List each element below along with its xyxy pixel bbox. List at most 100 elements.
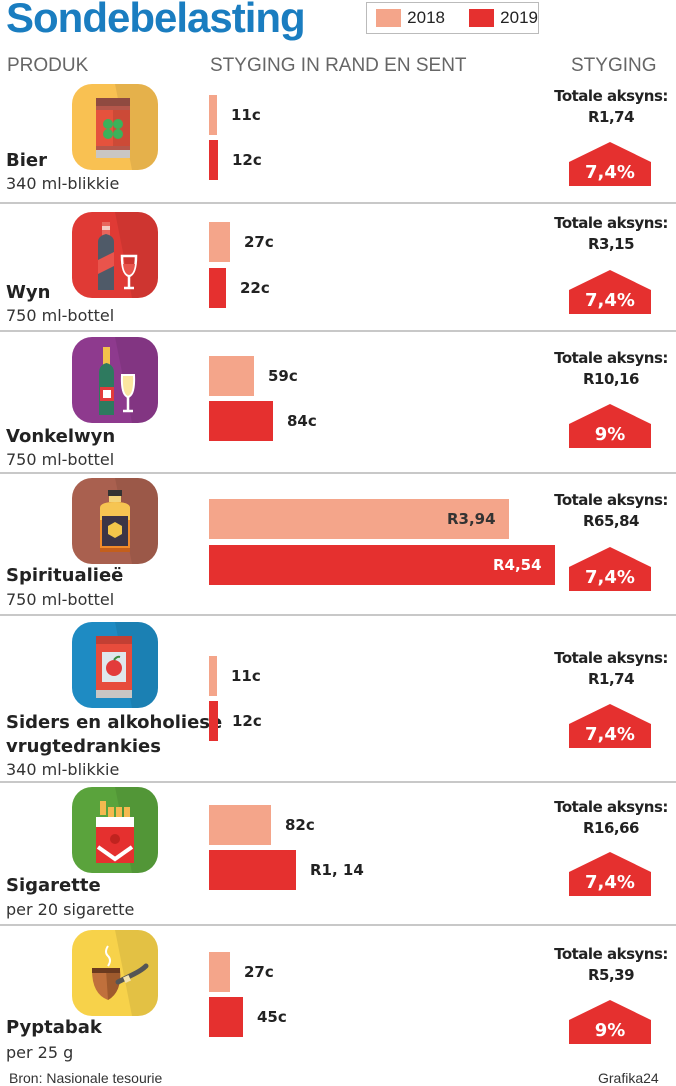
- pct-increase-badge: 9%: [569, 1000, 651, 1044]
- pct-increase-badge: 7,4%: [569, 852, 651, 896]
- pct-increase-badge: 7,4%: [569, 547, 651, 591]
- product-unit: 340 ml-blikkie: [6, 174, 120, 193]
- total-excise-label: Totale aksyns:: [554, 798, 668, 816]
- bar-label-2018: 11c: [231, 106, 261, 124]
- wine-bottle-icon: [72, 212, 158, 298]
- cigarette-pack-icon: [72, 787, 158, 873]
- bar-2019: [209, 268, 226, 308]
- bar-2018: [209, 805, 271, 845]
- up-arrow-house-icon: [569, 852, 651, 896]
- total-excise-label: Totale aksyns:: [554, 214, 668, 232]
- legend-swatch-2018: [376, 9, 402, 27]
- up-arrow-house-icon: [569, 270, 651, 314]
- bar-label-2018: 82c: [285, 816, 315, 834]
- tobacco-pipe-icon: [72, 930, 158, 1016]
- column-header-product: PRODUK: [7, 55, 89, 76]
- up-arrow-house-icon: [569, 704, 651, 748]
- pct-increase-value: 7,4%: [585, 872, 635, 893]
- bar-label-2019: R4,54: [493, 556, 542, 574]
- row-divider: [0, 924, 676, 926]
- pct-increase-value: 7,4%: [585, 162, 635, 183]
- total-excise-value: R3,15: [587, 235, 635, 253]
- product-name: Wyn: [6, 282, 51, 303]
- bar-label-2018: 27c: [244, 233, 274, 251]
- bar-label-2019: 84c: [287, 412, 317, 430]
- total-excise-label: Totale aksyns:: [554, 349, 668, 367]
- up-arrow-house-icon: [569, 142, 651, 186]
- bar-label-2019: 12c: [232, 712, 262, 730]
- row-divider: [0, 330, 676, 332]
- cider-can-icon: [72, 622, 158, 708]
- product-unit: per 20 sigarette: [6, 900, 135, 919]
- product-unit: 750 ml-bottel: [6, 306, 115, 325]
- pct-increase-badge: 9%: [569, 404, 651, 448]
- total-excise-label: Totale aksyns:: [554, 87, 668, 105]
- pct-increase-badge: 7,4%: [569, 704, 651, 748]
- bar-2018: [209, 95, 217, 135]
- legend-swatch-2019: [469, 9, 495, 27]
- bar-label-2018: 11c: [231, 667, 261, 685]
- bar-2019: [209, 997, 243, 1037]
- total-excise-label: Totale aksyns:: [554, 649, 668, 667]
- bar-label-2018: R3,94: [447, 510, 496, 528]
- bar-2018: [209, 656, 217, 696]
- pct-increase-badge: 7,4%: [569, 270, 651, 314]
- bar-2018: [209, 356, 254, 396]
- total-excise-label: Totale aksyns:: [554, 491, 668, 509]
- legend: 2018 2019: [366, 2, 539, 34]
- pct-increase-value: 7,4%: [585, 567, 635, 588]
- row-divider: [0, 614, 676, 616]
- product-unit: per 25 g: [6, 1043, 74, 1062]
- bar-2018: [209, 952, 230, 992]
- legend-label-2018: 2018: [407, 8, 445, 27]
- pct-increase-value: 9%: [594, 424, 626, 445]
- chart-title: Sondebelasting: [6, 0, 306, 41]
- bar-label-2019: 12c: [232, 151, 262, 169]
- product-name: Siders en alkoholiese: [6, 712, 223, 733]
- bar-2019: [209, 401, 273, 441]
- pct-increase-value: 7,4%: [585, 290, 635, 311]
- spirits-bottle-icon: [72, 478, 158, 564]
- product-name-line2: vrugtedrankies: [6, 736, 161, 757]
- product-unit: 750 ml-bottel: [6, 590, 115, 609]
- bar-label-2018: 59c: [268, 367, 298, 385]
- bar-2019: [209, 140, 218, 180]
- column-header-pct: STYGING: [571, 55, 657, 76]
- product-name: Spiritualieë: [6, 565, 124, 586]
- row-divider: [0, 202, 676, 204]
- column-header-increase: STYGING IN RAND EN SENT: [210, 55, 467, 76]
- product-name: Sigarette: [6, 875, 101, 896]
- bar-2019: [209, 545, 555, 585]
- bar-label-2019: 45c: [257, 1008, 287, 1026]
- pct-increase-value: 9%: [594, 1020, 626, 1041]
- bar-label-2018: 27c: [244, 963, 274, 981]
- total-excise-value: R1,74: [587, 108, 635, 126]
- pct-increase-value: 7,4%: [585, 724, 635, 745]
- sparkling-wine-icon: [72, 337, 158, 423]
- total-excise-value: R1,74: [587, 670, 635, 688]
- up-arrow-house-icon: [569, 404, 651, 448]
- bar-label-2019: 22c: [240, 279, 270, 297]
- product-name: Pyptabak: [6, 1017, 102, 1038]
- total-excise-value: R65,84: [583, 512, 640, 530]
- row-divider: [0, 781, 676, 783]
- up-arrow-house-icon: [569, 547, 651, 591]
- total-excise-value: R10,16: [583, 370, 640, 388]
- total-excise-label: Totale aksyns:: [554, 945, 668, 963]
- product-name: Bier: [6, 150, 47, 171]
- bar-2019: [209, 850, 296, 890]
- pct-increase-badge: 7,4%: [569, 142, 651, 186]
- row-divider: [0, 472, 676, 474]
- total-excise-value: R16,66: [583, 819, 640, 837]
- source-note: Bron: Nasionale tesourie: [9, 1070, 163, 1086]
- product-unit: 340 ml-blikkie: [6, 760, 120, 779]
- total-excise-value: R5,39: [587, 966, 635, 984]
- bar-2019: [209, 701, 218, 741]
- bar-2018: [209, 222, 230, 262]
- credit-note: Grafika24: [598, 1070, 659, 1086]
- bar-2018: [209, 499, 509, 539]
- product-unit: 750 ml-bottel: [6, 450, 115, 469]
- beer-can-icon: [72, 84, 158, 170]
- legend-label-2019: 2019: [500, 8, 538, 27]
- up-arrow-house-icon: [569, 1000, 651, 1044]
